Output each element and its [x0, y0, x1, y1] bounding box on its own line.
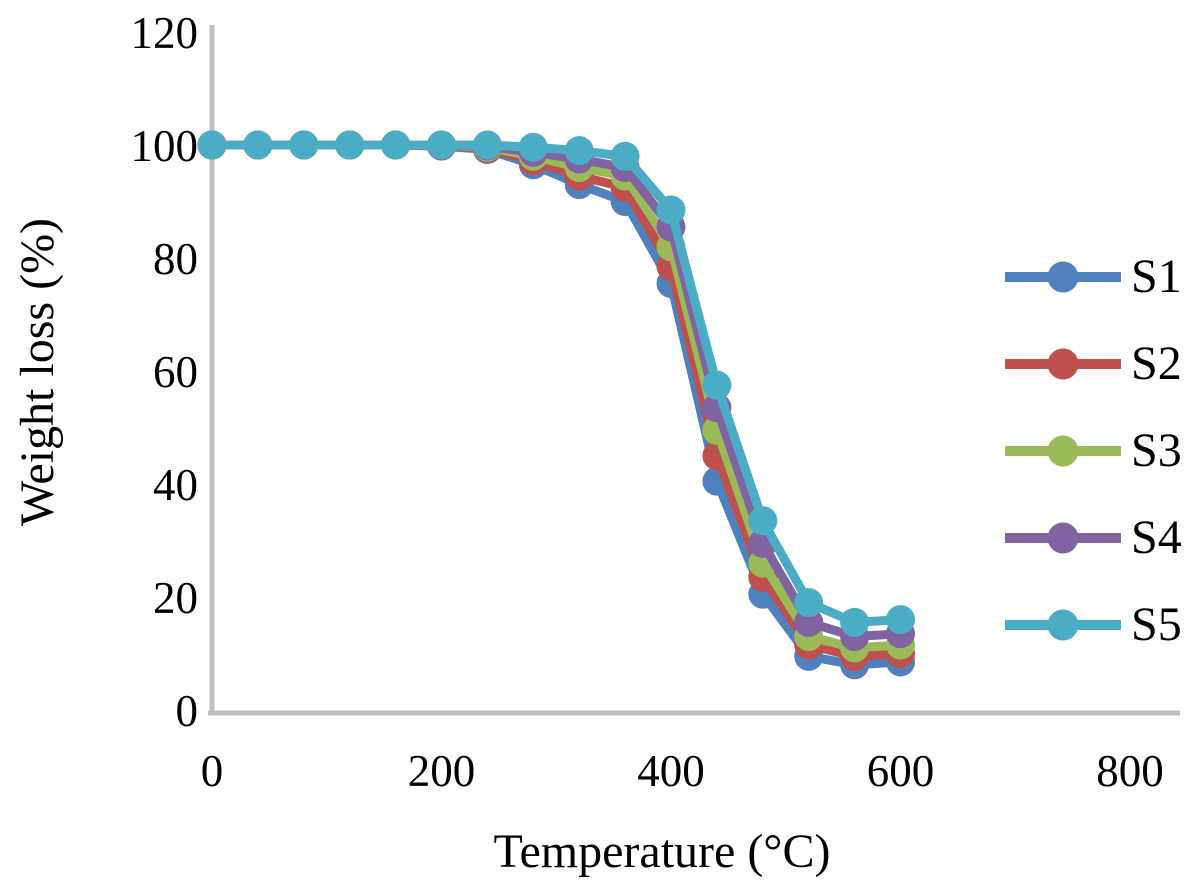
series-S3-line: [207, 140, 905, 653]
series-S5-marker: [886, 605, 915, 635]
series-S5-marker: [840, 607, 870, 637]
legend-swatch-S5: [1005, 609, 1121, 641]
series-S5-marker: [197, 130, 227, 160]
legend-item-S3: S3: [1003, 424, 1182, 477]
series-S5-marker: [656, 195, 686, 225]
x-axis-title: Temperature (°C): [493, 825, 831, 878]
series-S5-line: [207, 140, 905, 627]
y-axis-title: Weight loss (%): [11, 217, 64, 527]
legend-item-S1: S1: [1003, 250, 1182, 303]
series-S5-marker: [243, 130, 273, 160]
x-tick-label: 800: [1096, 746, 1164, 796]
legend-swatch-S3: [1005, 435, 1121, 467]
series-S5-marker: [289, 130, 319, 160]
legend-marker-icon: [1047, 261, 1079, 293]
series-S5-marker: [702, 370, 732, 400]
y-tick-label: 40: [153, 460, 198, 510]
legend-item-S4: S4: [1003, 511, 1182, 564]
legend-swatch-S4: [1005, 522, 1121, 554]
series-S5-marker: [518, 132, 548, 162]
y-tick-label: 0: [176, 686, 199, 736]
x-tick-label: 400: [637, 746, 705, 796]
series-S5-marker: [748, 506, 778, 536]
legend-marker-icon: [1047, 522, 1079, 554]
legend: S1 S2 S3 S4 S5: [1003, 250, 1182, 651]
legend-item-S2: S2: [1003, 337, 1182, 390]
series-S5-marker: [427, 130, 456, 160]
legend-swatch-S2: [1005, 348, 1121, 380]
y-tick-label: 20: [153, 573, 198, 623]
series-S5-marker: [794, 588, 824, 618]
y-tick-label: 80: [153, 234, 198, 284]
series-S5-marker: [381, 130, 411, 160]
y-tick-label: 100: [131, 121, 199, 171]
legend-swatch-S1: [1005, 261, 1121, 293]
series-S4-line: [207, 140, 905, 642]
series-S5-marker: [564, 136, 594, 166]
legend-marker-icon: [1047, 435, 1079, 467]
legend-label: S2: [1131, 337, 1182, 390]
legend-label: S3: [1131, 424, 1182, 477]
series-S5-marker: [335, 130, 365, 160]
series-S5-marker: [472, 130, 502, 160]
legend-marker-icon: [1047, 348, 1079, 380]
x-tick-label: 600: [867, 746, 935, 796]
x-tick-label: 0: [201, 746, 224, 796]
series-S5-marker: [610, 141, 640, 171]
legend-marker-icon: [1047, 609, 1079, 641]
legend-item-S5: S5: [1003, 598, 1182, 651]
y-tick-label: 60: [153, 347, 198, 397]
legend-label: S1: [1131, 250, 1182, 303]
y-tick-label: 120: [131, 8, 199, 58]
x-tick-label: 200: [408, 746, 476, 796]
legend-label: S4: [1131, 511, 1182, 564]
legend-label: S5: [1131, 598, 1182, 651]
